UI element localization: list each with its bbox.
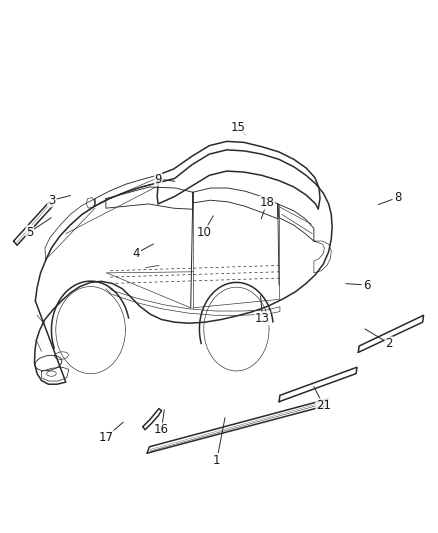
Text: 16: 16: [154, 423, 169, 437]
Text: 17: 17: [99, 431, 113, 444]
Text: 13: 13: [255, 312, 270, 325]
Text: 18: 18: [259, 196, 274, 209]
Text: 3: 3: [48, 193, 55, 207]
Text: 21: 21: [316, 399, 331, 412]
Text: 6: 6: [363, 279, 371, 292]
Text: 2: 2: [385, 337, 392, 350]
Text: 10: 10: [196, 225, 211, 239]
Text: 8: 8: [394, 191, 401, 204]
Text: 9: 9: [154, 173, 162, 185]
Text: 5: 5: [26, 225, 33, 239]
Text: 4: 4: [133, 247, 140, 260]
Text: 15: 15: [231, 121, 246, 134]
Text: 1: 1: [213, 454, 221, 466]
